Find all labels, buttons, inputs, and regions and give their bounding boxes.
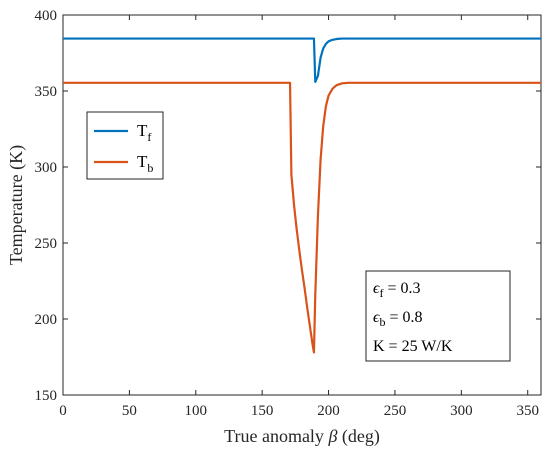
x-tick-label: 0: [59, 403, 67, 419]
annotation-conductance: K = 25 W/K: [373, 338, 453, 355]
y-tick-label: 350: [35, 84, 58, 100]
x-tick-label: 350: [516, 403, 539, 419]
annotation-emissivity-f-symbol: ϵ: [373, 280, 380, 297]
x-tick-label: 300: [450, 403, 473, 419]
x-tick-label: 100: [185, 403, 208, 419]
legend: Tf Tb: [86, 111, 164, 180]
x-axis-label-after: (deg): [337, 426, 379, 447]
x-tick-label: 200: [317, 403, 340, 419]
legend-label-tf-sub: f: [147, 130, 151, 144]
annotation-frame: [365, 270, 511, 362]
series-layer: [63, 37, 541, 354]
y-tick-label: 200: [35, 312, 58, 328]
legend-label-tf: Tf: [137, 121, 151, 144]
x-axis-label: True anomaly β (deg): [224, 426, 380, 447]
y-tick-label: 400: [35, 8, 58, 24]
annotation-emissivity-b-symbol: ϵ: [373, 309, 380, 326]
annotation-box: ϵf = 0.3 ϵb = 0.8 K = 25 W/K: [365, 270, 511, 362]
annotation-emissivity-f-value: = 0.3: [383, 280, 420, 297]
annotation-emissivity-f: ϵf = 0.3: [373, 280, 420, 300]
legend-label-tb: Tb: [137, 152, 153, 175]
series-line-tf: [63, 37, 541, 83]
x-tick-label: 150: [251, 403, 274, 419]
legend-label-tf-main: T: [137, 121, 148, 140]
legend-box: [86, 111, 164, 180]
x-axis-label-symbol: β: [327, 426, 337, 446]
legend-label-tb-main: T: [137, 152, 148, 171]
x-tick-label: 250: [384, 403, 407, 419]
x-tick-label: 50: [122, 403, 137, 419]
x-axis-label-before: True anomaly: [224, 426, 328, 446]
annotation-emissivity-b-sub: b: [379, 315, 385, 329]
y-tick-label: 300: [35, 160, 58, 176]
ticks-layer: 0 50 100 150 200 250 300 350 150 200 250 300 350 400: [35, 8, 541, 419]
annotation-emissivity-f-sub: f: [379, 286, 383, 300]
y-tick-label: 150: [35, 388, 58, 404]
annotation-emissivity-b-value: = 0.8: [385, 309, 422, 326]
legend-label-tb-sub: b: [147, 161, 153, 175]
y-tick-label: 250: [35, 236, 58, 252]
series-line-tb: [63, 81, 541, 354]
y-axis-label: Temperature (K): [6, 145, 27, 265]
annotation-emissivity-b: ϵb = 0.8: [373, 309, 422, 329]
